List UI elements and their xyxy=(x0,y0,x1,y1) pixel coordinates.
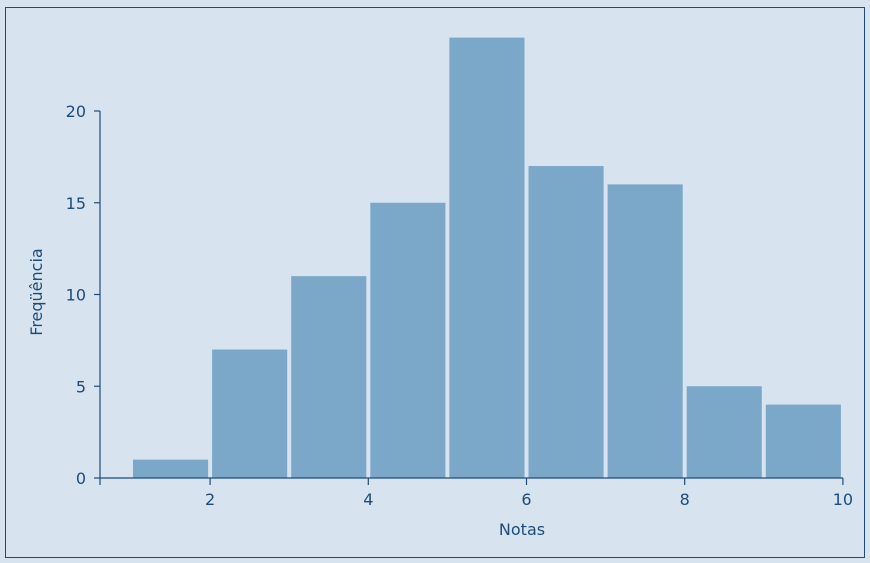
y-tick-label: 5 xyxy=(76,377,86,396)
x-tick-label: 8 xyxy=(680,490,690,509)
histogram-bar xyxy=(607,184,683,478)
y-tick-label: 15 xyxy=(66,194,86,213)
x-tick-label: 2 xyxy=(205,490,215,509)
histogram-bar xyxy=(291,276,367,478)
x-tick-label: 4 xyxy=(363,490,373,509)
y-axis-title: Freqüência xyxy=(27,248,46,335)
axes-group: 0 5 10 15 20 2 4 6 8 10 xyxy=(66,102,853,509)
histogram-bar xyxy=(528,166,604,479)
x-axis-title: Notas xyxy=(499,520,545,539)
bars-group xyxy=(133,37,841,479)
histogram-bar xyxy=(133,459,209,478)
histogram-bar xyxy=(370,202,446,478)
y-tick-label: 0 xyxy=(76,469,86,488)
histogram-bar xyxy=(765,404,841,478)
y-tick-label: 20 xyxy=(66,102,86,121)
x-tick-label: 6 xyxy=(521,490,531,509)
histogram-bar xyxy=(449,37,525,478)
y-tick-label: 10 xyxy=(66,286,86,305)
histogram-bar xyxy=(686,386,762,478)
histogram-bar xyxy=(212,349,288,478)
x-tick-label: 10 xyxy=(833,490,853,509)
